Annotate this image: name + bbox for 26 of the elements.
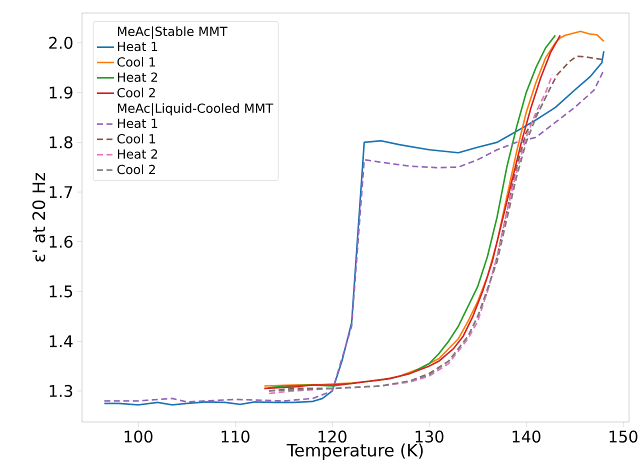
legend-label: Cool 2 bbox=[117, 88, 155, 98]
legend-label: Cool 1 bbox=[117, 56, 155, 67]
legend-label: Cool 2 bbox=[117, 164, 155, 174]
x-tick-label: 150 bbox=[610, 430, 638, 443]
legend-label: Heat 2 bbox=[118, 149, 158, 159]
y-axis-title: ε' at 20 Hz bbox=[32, 172, 46, 262]
y-tick-label: 1.3 bbox=[50, 384, 72, 398]
x-tick-label: 110 bbox=[222, 430, 250, 443]
y-tick-label: 1.6 bbox=[50, 236, 72, 248]
y-tick-label: 2.0 bbox=[49, 36, 72, 49]
legend-label: Cool 1 bbox=[117, 134, 155, 144]
y-tick-label: 1.4 bbox=[50, 335, 73, 348]
y-tick-label: 1.9 bbox=[50, 86, 72, 99]
y-tick-label: 1.7 bbox=[50, 186, 72, 198]
legend-label: Heat 2 bbox=[118, 72, 158, 82]
annotation: MeAc|Stable MMT bbox=[118, 26, 228, 39]
x-tick-label: 120 bbox=[318, 430, 346, 443]
x-tick-label: 130 bbox=[416, 430, 444, 443]
y-tick-label: 1.8 bbox=[50, 136, 72, 148]
annotation: MeAc|Liquid-Cooled MMT bbox=[118, 103, 274, 116]
legend-label: Heat 1 bbox=[118, 42, 158, 52]
y-tick-label: 1.5 bbox=[50, 286, 72, 298]
x-tick-label: 100 bbox=[124, 430, 152, 443]
x-axis-title: Temperature (K) bbox=[286, 443, 423, 460]
x-tick-label: 140 bbox=[512, 430, 540, 443]
legend-label: Heat 1 bbox=[118, 118, 158, 128]
